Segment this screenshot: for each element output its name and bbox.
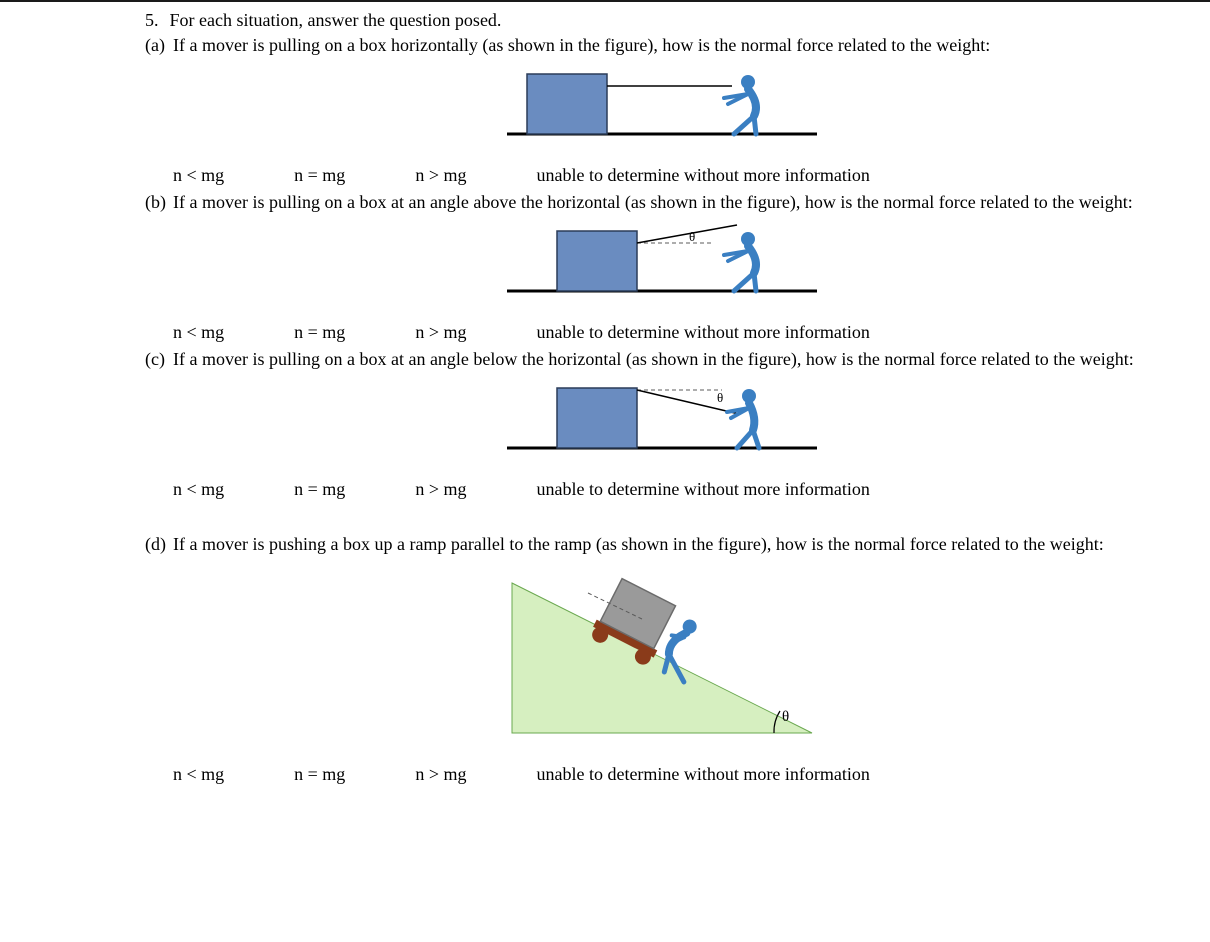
answer-c-1[interactable]: n < mg	[173, 479, 224, 500]
figure-b-svg: θ	[507, 221, 817, 311]
part-c-label: (c)	[145, 349, 173, 370]
answer-b-1[interactable]: n < mg	[173, 322, 224, 343]
part-d-text: If a mover is pushing a box up a ramp pa…	[173, 534, 1178, 555]
figure-a-svg	[507, 64, 817, 154]
answer-d-4[interactable]: unable to determine without more informa…	[536, 764, 869, 785]
answers-a: n < mg n = mg n > mg unable to determine…	[173, 165, 1178, 186]
answer-d-1[interactable]: n < mg	[173, 764, 224, 785]
svg-text:θ: θ	[717, 390, 723, 405]
figure-d: θ	[145, 563, 1178, 758]
answer-a-3[interactable]: n > mg	[415, 165, 466, 186]
part-a: (a) If a mover is pulling on a box horiz…	[145, 35, 1178, 186]
svg-text:θ: θ	[689, 229, 695, 244]
answer-b-4[interactable]: unable to determine without more informa…	[536, 322, 869, 343]
part-a-label: (a)	[145, 35, 173, 56]
part-c: (c) If a mover is pulling on a box at an…	[145, 349, 1178, 500]
answer-b-3[interactable]: n > mg	[415, 322, 466, 343]
answer-b-2[interactable]: n = mg	[294, 322, 345, 343]
answers-b: n < mg n = mg n > mg unable to determine…	[173, 322, 1178, 343]
answer-a-1[interactable]: n < mg	[173, 165, 224, 186]
part-a-text: If a mover is pulling on a box horizonta…	[173, 35, 1178, 56]
answers-d: n < mg n = mg n > mg unable to determine…	[173, 764, 1178, 785]
answer-a-2[interactable]: n = mg	[294, 165, 345, 186]
part-b-text: If a mover is pulling on a box at an ang…	[173, 192, 1178, 213]
svg-text:θ: θ	[782, 709, 789, 725]
answer-d-2[interactable]: n = mg	[294, 764, 345, 785]
part-d: (d) If a mover is pushing a box up a ram…	[145, 534, 1178, 785]
answers-c: n < mg n = mg n > mg unable to determine…	[173, 479, 1178, 500]
figure-d-svg: θ	[492, 563, 832, 753]
part-b-label: (b)	[145, 192, 173, 213]
part-b: (b) If a mover is pulling on a box at an…	[145, 192, 1178, 343]
question-lead-text: For each situation, answer the question …	[170, 10, 502, 30]
part-d-label: (d)	[145, 534, 173, 555]
question-lead: 5. For each situation, answer the questi…	[145, 10, 1178, 31]
answer-c-4[interactable]: unable to determine without more informa…	[536, 479, 869, 500]
figure-b: θ	[145, 221, 1178, 316]
figure-c-svg: θ	[507, 378, 817, 468]
figure-a	[145, 64, 1178, 159]
answer-d-3[interactable]: n > mg	[415, 764, 466, 785]
question-number: 5.	[145, 10, 165, 31]
figure-c: θ	[145, 378, 1178, 473]
answer-c-3[interactable]: n > mg	[415, 479, 466, 500]
answer-a-4[interactable]: unable to determine without more informa…	[536, 165, 869, 186]
page: 5. For each situation, answer the questi…	[0, 0, 1210, 831]
answer-c-2[interactable]: n = mg	[294, 479, 345, 500]
part-c-text: If a mover is pulling on a box at an ang…	[173, 349, 1178, 370]
